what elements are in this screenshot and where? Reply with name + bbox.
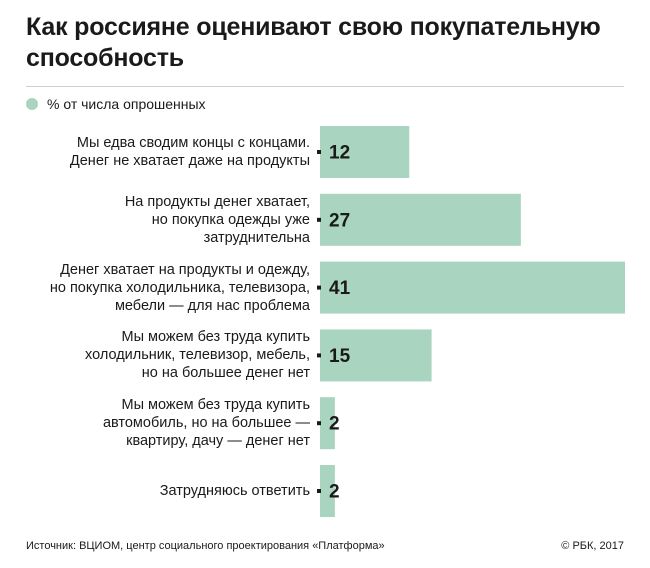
category-label-line: затруднительна — [203, 229, 310, 246]
copyright: © РБК, 2017 — [561, 540, 624, 552]
category-label-line: Мы можем без труда купить — [121, 397, 311, 414]
category-label-line: мебели — для нас проблема — [114, 297, 310, 314]
category-label-line: Затрудняюсь ответить — [159, 483, 310, 499]
bar-marker — [317, 217, 321, 222]
bar-marker — [317, 421, 321, 426]
category-label-line: но на большее денег нет — [141, 365, 310, 382]
legend-swatch — [26, 98, 38, 110]
chart-title: Как россияне оценивают свою покупательну… — [26, 13, 601, 72]
data-label: 27 — [329, 210, 350, 231]
category-label-line: холодильник, телевизор, мебель, — [85, 347, 310, 364]
category-label: Денег хватает на продукты и одежду, но по… — [20, 261, 310, 315]
category-label-line: но покупка холодильника, телевизора, — [49, 279, 310, 296]
category-label-line: автомобиль, но на большее — — [102, 415, 310, 432]
category-label-line: квартиру, дачу — денег нет — [126, 433, 310, 450]
data-label: 15 — [329, 346, 351, 367]
category-label: Мы можем без труда купить холодильник, те… — [20, 328, 310, 382]
bar — [320, 261, 625, 314]
bar-chart: 12 27 41 15 2 2 — [317, 126, 625, 517]
category-label-line: Денег хватает на продукты и одежду, — [60, 261, 310, 278]
title-divider — [26, 86, 624, 87]
category-label-line: Мы можем без труда купить — [121, 329, 311, 346]
legend: % от числа опрошенных — [26, 95, 206, 113]
category-label-line: Мы едва сводим концы с концами. — [76, 135, 310, 151]
category-label: Мы можем без труда купить автомобиль, но … — [20, 396, 310, 450]
bar — [320, 329, 432, 382]
data-label: 2 — [329, 482, 340, 503]
data-label: 12 — [329, 143, 350, 164]
category-label-line: На продукты денег хватает, — [124, 193, 310, 210]
data-label: 41 — [329, 278, 351, 299]
bar — [320, 465, 335, 517]
source-note: Источник: ВЦИОМ, центр социального проек… — [26, 540, 385, 552]
category-label: На продукты денег хватает, но покупка оде… — [20, 193, 310, 247]
bar — [320, 126, 410, 178]
data-label: 2 — [329, 414, 340, 435]
category-label-line: Денег не хватает даже на продукты — [69, 153, 310, 169]
legend-label: % от числа опрошенных — [47, 96, 206, 112]
bar-marker — [317, 150, 321, 154]
bar-marker — [317, 353, 321, 358]
category-label: Мы едва сводим концы с концами. Денег не … — [20, 134, 310, 170]
bar — [320, 193, 521, 246]
category-label-line: но покупка одежды уже — [151, 211, 310, 228]
bar-marker — [317, 489, 321, 493]
bar — [320, 397, 335, 450]
category-label: Затрудняюсь ответить — [20, 482, 310, 500]
bar-marker — [317, 285, 321, 290]
